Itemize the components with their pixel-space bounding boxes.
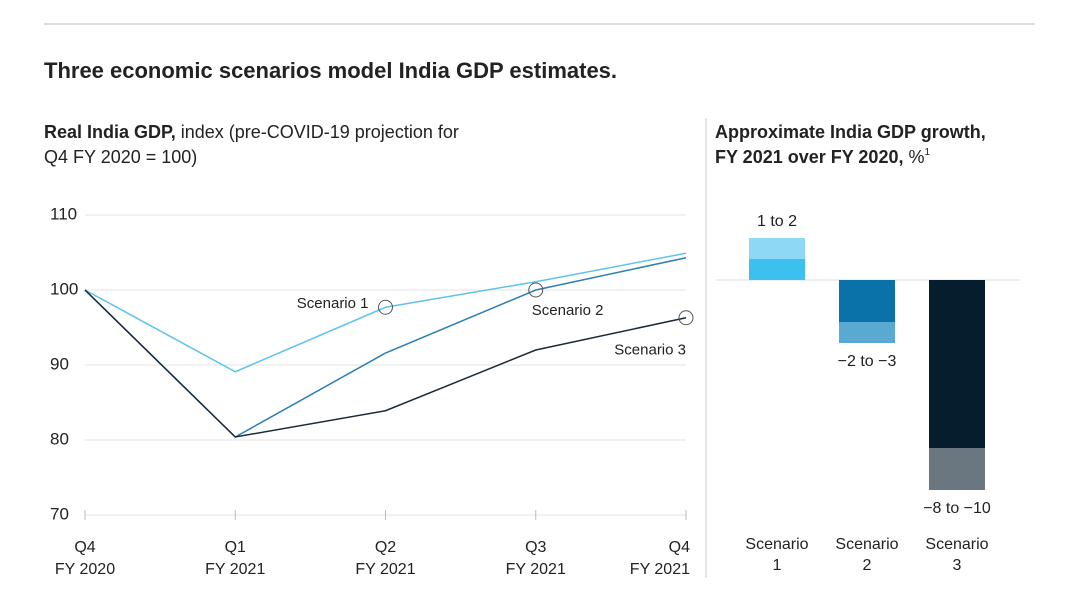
category-label: 1 (773, 557, 782, 574)
y-tick-label: 100 (50, 279, 78, 298)
right-title: Approximate India GDP growth, (715, 122, 986, 142)
label-marker (678, 310, 694, 326)
label-marker (528, 282, 544, 298)
y-tick-label: 70 (50, 504, 69, 523)
bar-outer (839, 322, 895, 343)
x-tick-label: Q4 (74, 539, 95, 556)
bar-outer (749, 238, 805, 259)
y-tick-label: 110 (50, 204, 77, 223)
bar-inner (749, 259, 805, 280)
left-subtitle: Q4 FY 2020 = 100) (44, 147, 197, 167)
footnote: 1 (925, 147, 931, 158)
x-tick-label: FY 2021 (355, 561, 415, 578)
left-title-bold: Real India GDP, (44, 122, 176, 142)
series-label: Scenario 2 (532, 302, 604, 319)
category-label: 2 (863, 557, 872, 574)
y-tick-label: 80 (50, 429, 69, 448)
x-tick-label: FY 2020 (55, 561, 115, 578)
category-label: Scenario (745, 536, 808, 553)
bar-inner (839, 280, 895, 322)
left-subtitle: index (pre-COVID-19 projection for (181, 122, 459, 142)
x-tick-label: Q3 (525, 539, 546, 556)
right-title: FY 2021 over FY 2020, %1 (715, 147, 931, 167)
x-tick-label: Q1 (225, 539, 246, 556)
right-title-bold: FY 2021 over FY 2020, (715, 147, 903, 167)
value-label: −8 to −10 (923, 500, 991, 517)
series-line (84, 289, 687, 438)
category-label: Scenario (835, 536, 898, 553)
series-line (84, 252, 687, 373)
unit: % (908, 147, 924, 167)
series-label: Scenario 1 (297, 295, 369, 312)
x-tick-label: Q4 (669, 539, 690, 556)
x-tick-label: FY 2021 (630, 561, 690, 578)
category-label: Scenario (925, 536, 988, 553)
category-label: 3 (953, 557, 962, 574)
series-label: Scenario 3 (614, 342, 686, 359)
left-title: Real India GDP, index (pre-COVID-19 proj… (44, 122, 459, 142)
page-title: Three economic scenarios model India GDP… (44, 58, 617, 83)
bar-inner (929, 280, 985, 448)
x-tick-label: FY 2021 (205, 561, 265, 578)
y-tick-label: 90 (50, 354, 69, 373)
bar-outer (929, 448, 985, 490)
value-label: 1 to 2 (757, 213, 797, 230)
x-tick-label: FY 2021 (506, 561, 566, 578)
label-marker (378, 299, 393, 315)
value-label: −2 to −3 (838, 353, 897, 370)
x-tick-label: Q2 (375, 539, 396, 556)
